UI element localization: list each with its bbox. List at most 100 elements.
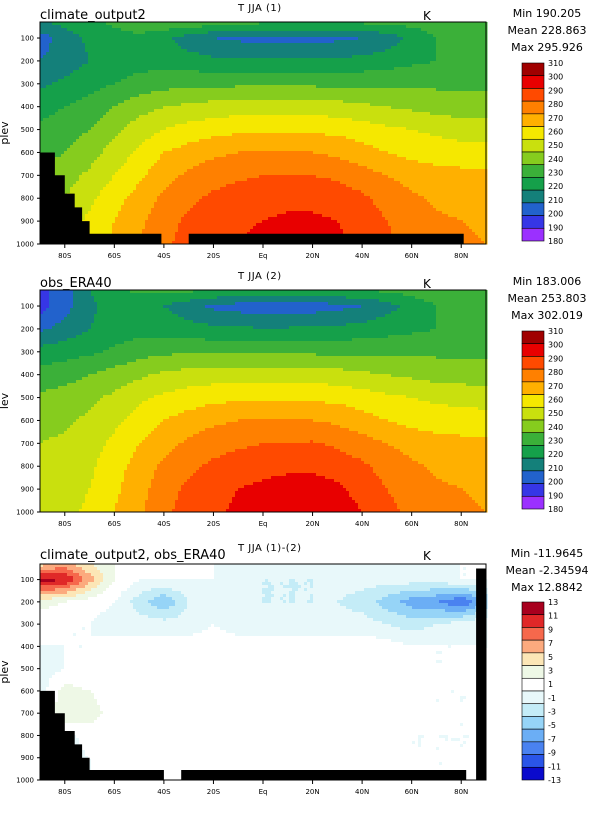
field-cell	[403, 28, 407, 32]
field-cell	[241, 61, 245, 65]
field-cell	[466, 34, 470, 38]
field-cell	[160, 37, 164, 41]
field-cell	[181, 58, 185, 62]
field-cell	[175, 94, 179, 98]
field-cell	[427, 106, 431, 110]
field-cell	[289, 112, 293, 116]
field-cell	[451, 76, 455, 80]
field-cell	[124, 118, 128, 122]
field-cell	[286, 97, 290, 101]
field-cell	[403, 49, 407, 53]
field-cell	[124, 25, 128, 29]
field-cell	[478, 94, 482, 98]
field-cell	[196, 52, 200, 56]
field-cell	[73, 91, 77, 95]
field-cell	[85, 70, 89, 74]
field-cell	[445, 118, 449, 122]
field-cell	[457, 82, 461, 86]
field-cell	[79, 97, 83, 101]
field-cell	[91, 34, 95, 38]
field-cell	[478, 46, 482, 50]
field-cell	[127, 79, 131, 83]
field-cell	[358, 22, 362, 26]
field-cell	[358, 88, 362, 92]
field-cell	[370, 106, 374, 110]
field-cell	[352, 100, 356, 104]
field-cell	[133, 70, 137, 74]
field-cell	[373, 112, 377, 116]
field-cell	[145, 97, 149, 101]
field-cell	[55, 103, 59, 107]
field-cell	[391, 91, 395, 95]
field-cell	[382, 118, 386, 122]
field-cell	[109, 40, 113, 44]
field-cell	[58, 100, 62, 104]
field-cell	[331, 25, 335, 29]
field-cell	[112, 121, 116, 125]
field-cell	[382, 79, 386, 83]
field-cell	[127, 82, 131, 86]
field-cell	[418, 34, 422, 38]
field-cell	[94, 37, 98, 41]
field-cell	[325, 58, 329, 62]
field-cell	[94, 25, 98, 29]
field-cell	[457, 109, 461, 113]
field-cell	[424, 28, 428, 32]
field-cell	[295, 22, 299, 26]
field-cell	[388, 82, 392, 86]
field-cell	[478, 112, 482, 116]
field-cell	[208, 58, 212, 62]
field-cell	[394, 73, 398, 77]
field-cell	[403, 115, 407, 119]
field-cell	[457, 28, 461, 32]
field-cell	[463, 100, 467, 104]
field-cell	[121, 43, 125, 47]
field-cell	[436, 88, 440, 92]
field-cell	[217, 100, 221, 104]
field-cell	[187, 52, 191, 56]
field-cell	[322, 94, 326, 98]
field-cell	[247, 103, 251, 107]
field-cell	[436, 22, 440, 26]
field-cell	[166, 97, 170, 101]
field-cell	[361, 85, 365, 89]
field-cell	[406, 118, 410, 122]
field-cell	[364, 28, 368, 32]
field-cell	[343, 52, 347, 56]
field-cell	[469, 94, 473, 98]
field-cell	[202, 100, 206, 104]
field-cell	[61, 64, 65, 68]
field-cell	[406, 115, 410, 119]
field-cell	[433, 79, 437, 83]
field-cell	[214, 97, 218, 101]
field-cell	[319, 73, 323, 77]
field-cell	[427, 25, 431, 29]
field-cell	[481, 91, 485, 95]
field-cell	[331, 22, 335, 26]
field-cell	[331, 70, 335, 74]
field-cell	[43, 106, 47, 110]
field-cell	[322, 88, 326, 92]
field-cell	[214, 55, 218, 59]
field-cell	[418, 25, 422, 29]
field-cell	[217, 88, 221, 92]
field-cell	[232, 40, 236, 44]
field-cell	[265, 55, 269, 59]
field-cell	[136, 79, 140, 83]
field-cell	[232, 100, 236, 104]
field-cell	[361, 97, 365, 101]
field-cell	[172, 49, 176, 53]
field-cell	[454, 118, 458, 122]
field-cell	[199, 118, 203, 122]
field-cell	[58, 79, 62, 83]
field-cell	[76, 64, 80, 68]
field-cell	[382, 49, 386, 53]
field-cell	[409, 88, 413, 92]
field-cell	[457, 106, 461, 110]
field-cell	[238, 85, 242, 89]
field-cell	[178, 31, 182, 35]
field-cell	[373, 100, 377, 104]
field-cell	[82, 55, 86, 59]
field-cell	[43, 43, 47, 47]
field-cell	[442, 22, 446, 26]
